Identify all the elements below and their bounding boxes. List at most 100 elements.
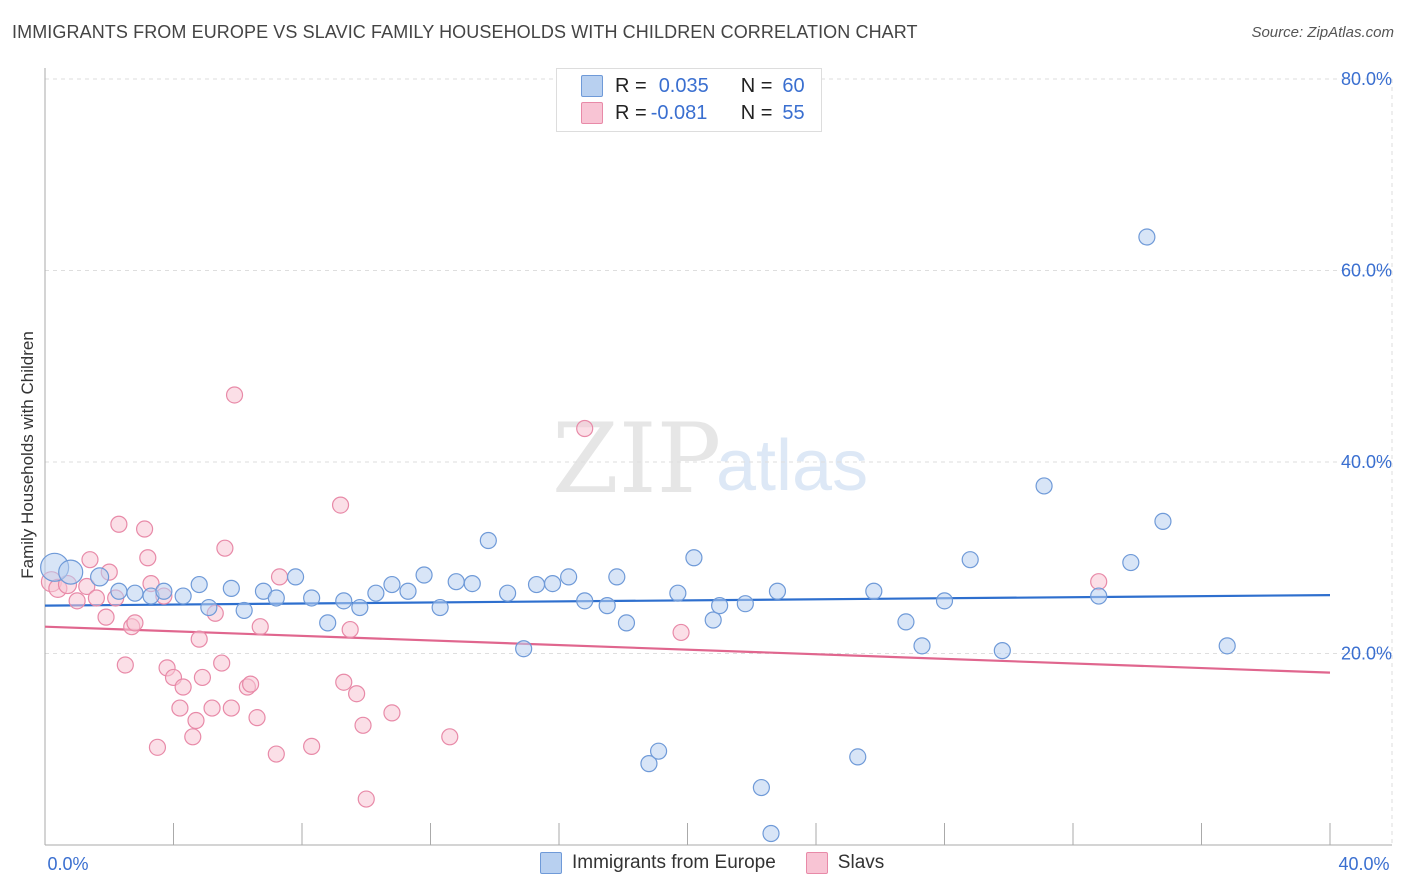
point-immigrants: [58, 559, 84, 585]
legend-n-value-slavs: 55: [782, 101, 805, 124]
point-slavs: [110, 515, 128, 533]
point-immigrants: [1035, 477, 1053, 495]
legend-label-slavs: Slavs: [837, 852, 885, 873]
legend-n-label: N =: [740, 74, 773, 97]
point-immigrants: [267, 589, 285, 607]
watermark-atlas: atlas: [716, 426, 868, 506]
point-immigrants: [993, 642, 1011, 660]
point-immigrants: [640, 755, 658, 773]
legend-swatch-blue: [540, 852, 562, 874]
point-immigrants: [865, 582, 883, 600]
point-slavs: [81, 551, 99, 569]
point-slavs: [87, 589, 106, 607]
point-immigrants: [415, 566, 433, 584]
point-slavs: [193, 668, 212, 687]
gridlines: [45, 78, 1393, 845]
point-immigrants: [351, 598, 369, 617]
legend-r-value-slavs: -0.081: [650, 101, 708, 124]
point-slavs: [126, 614, 144, 632]
point-immigrants: [499, 584, 517, 602]
bottom-legend: Immigrants from Europe Slavs: [540, 852, 914, 874]
y-tick-label: 40.0%: [1341, 452, 1392, 472]
point-immigrants: [752, 778, 770, 797]
point-immigrants: [174, 587, 192, 605]
point-immigrants: [126, 584, 144, 602]
y-tick-label: 20.0%: [1341, 644, 1392, 664]
legend-item-immigrants[interactable]: Immigrants from Europe: [540, 852, 776, 874]
point-immigrants: [685, 549, 703, 567]
legend-row-slavs: R = -0.081 N = 55: [581, 100, 805, 126]
legend-box: R = 0.035 N = 60 R = -0.081 N = 55: [556, 68, 822, 132]
point-immigrants: [303, 589, 321, 607]
point-immigrants: [576, 592, 594, 610]
point-immigrants: [768, 582, 787, 600]
point-immigrants: [1090, 587, 1108, 605]
legend-label-immigrants: Immigrants from Europe: [572, 852, 776, 873]
point-immigrants: [90, 567, 110, 587]
point-immigrants: [319, 614, 337, 632]
point-immigrants: [383, 575, 401, 594]
point-slavs: [357, 790, 375, 808]
point-immigrants: [1122, 553, 1140, 572]
point-slavs: [267, 745, 285, 763]
point-immigrants: [649, 742, 668, 760]
point-immigrants: [736, 595, 754, 613]
point-immigrants: [849, 748, 867, 766]
point-slavs: [242, 675, 260, 693]
legend-swatch-blue: [581, 75, 603, 97]
legend-n-label: N =: [740, 101, 773, 124]
point-immigrants: [961, 551, 979, 569]
axes: 20.0% 40.0% 60.0% 80.0% 0.0% 40.0%: [44, 68, 1392, 874]
point-immigrants: [762, 824, 780, 843]
y-axis-label: Family Households with Children: [18, 331, 37, 579]
point-slavs: [187, 711, 205, 730]
trend-line-immigrants: [44, 593, 1331, 607]
point-immigrants: [527, 575, 546, 594]
legend-row-immigrants: R = 0.035 N = 60: [581, 73, 805, 99]
legend-r-label: R =: [615, 74, 647, 97]
point-immigrants: [897, 613, 915, 631]
point-slavs: [225, 386, 244, 404]
point-immigrants: [711, 597, 729, 615]
point-slavs: [354, 716, 372, 734]
point-immigrants: [560, 568, 578, 586]
point-slavs: [383, 704, 401, 722]
point-slavs: [441, 728, 459, 746]
point-immigrants: [235, 601, 253, 620]
chart-title: IMMIGRANTS FROM EUROPE VS SLAVIC FAMILY …: [12, 22, 918, 42]
legend-swatch-pink: [805, 852, 828, 874]
point-slavs: [174, 678, 192, 696]
point-slavs: [184, 728, 202, 746]
point-immigrants: [913, 637, 931, 655]
point-immigrants: [1154, 512, 1172, 530]
y-tick-label: 60.0%: [1341, 261, 1392, 281]
point-slavs: [331, 496, 350, 514]
point-slavs: [303, 737, 321, 755]
point-slavs: [216, 539, 234, 557]
x-tick-label: 0.0%: [47, 854, 88, 874]
point-immigrants: [335, 592, 353, 610]
point-immigrants: [1218, 637, 1236, 655]
point-immigrants: [155, 582, 173, 600]
y-tick-label: 80.0%: [1341, 69, 1392, 89]
point-slavs: [135, 520, 154, 538]
point-immigrants: [222, 579, 240, 597]
point-immigrants: [515, 640, 533, 658]
point-immigrants: [608, 568, 626, 586]
point-slavs: [251, 618, 269, 636]
point-immigrants: [669, 584, 687, 602]
point-immigrants: [447, 573, 465, 591]
point-slavs: [348, 685, 366, 703]
point-slavs: [139, 549, 157, 567]
point-slavs: [148, 738, 167, 756]
legend-item-slavs[interactable]: Slavs: [805, 852, 885, 874]
point-slavs: [213, 654, 231, 672]
point-immigrants: [1138, 228, 1156, 246]
legend-r-label: R =: [615, 101, 647, 124]
point-slavs: [672, 623, 690, 642]
legend-swatch-pink: [581, 102, 603, 124]
point-slavs: [270, 568, 289, 586]
x-tick-label: 40.0%: [1338, 854, 1389, 874]
point-slavs: [248, 709, 266, 727]
